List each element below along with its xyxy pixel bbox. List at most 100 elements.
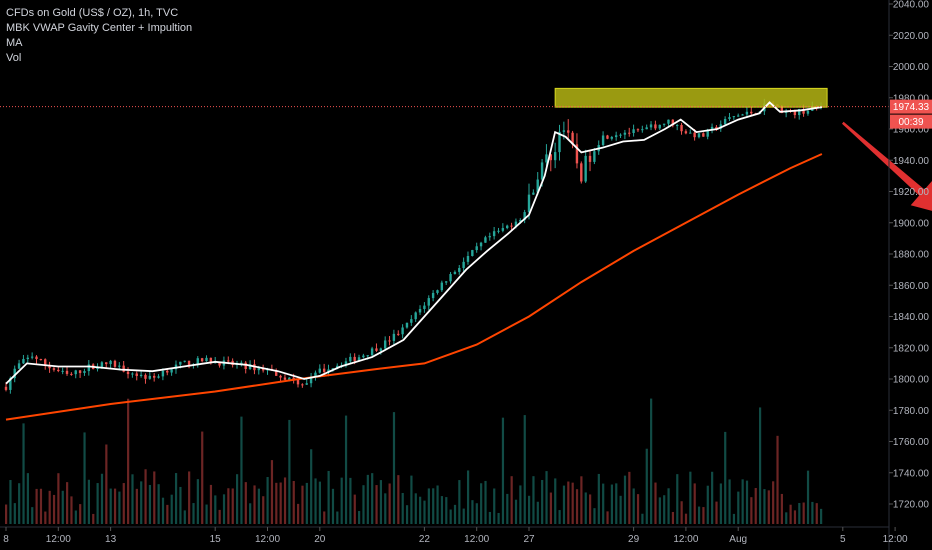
volume-bar — [798, 503, 801, 524]
volume-bar — [362, 485, 365, 524]
candle-body — [706, 129, 709, 137]
volume-bar — [610, 484, 614, 524]
candle-body — [636, 129, 640, 131]
candle-body — [436, 290, 439, 293]
candle-body — [196, 358, 199, 365]
candle-body — [745, 111, 749, 115]
candle-body — [645, 127, 648, 130]
candle-body — [501, 228, 505, 231]
volume-bar — [96, 483, 99, 524]
candle-body — [366, 355, 369, 357]
volume-bar — [222, 494, 226, 524]
volume-bar — [750, 497, 753, 524]
candle-body — [78, 370, 82, 373]
candle-body — [567, 130, 570, 133]
legend-ma-indicator[interactable]: MA — [6, 37, 23, 49]
x-tick-label: 8 — [3, 534, 9, 545]
candle-body — [410, 319, 413, 323]
volume-bar — [549, 492, 552, 524]
volume-bar — [785, 512, 788, 524]
volume-bar — [676, 474, 679, 524]
candle-body — [575, 144, 579, 164]
volume-bar — [22, 423, 25, 524]
volume-bar — [427, 488, 430, 524]
candle-body — [397, 333, 400, 335]
candle-body — [562, 130, 566, 132]
x-tick-label: 5 — [840, 534, 846, 545]
volume-bar — [113, 488, 117, 524]
volume-bar — [192, 503, 195, 524]
y-tick-label: 1740.00 — [893, 468, 930, 479]
candle-body — [87, 364, 91, 372]
volume-bar — [218, 509, 221, 524]
time-axis[interactable]: 8 12:00 13 15 12:00 20 22 12:00 27 29 12:00 Aug 5 12:… — [3, 527, 932, 545]
volume-bar — [79, 504, 82, 524]
candle-body — [131, 373, 134, 375]
volume-bar — [275, 482, 278, 524]
price-axis[interactable]: 1720.00 1740.00 1760.00 1780.00 1800.00 1820.… — [889, 0, 929, 511]
volume-bar — [397, 475, 400, 524]
volume-bar — [31, 507, 34, 524]
down-arrow-icon[interactable] — [842, 121, 932, 215]
volume-bar — [157, 484, 160, 524]
candle-body — [614, 135, 618, 138]
candle-body — [383, 340, 387, 349]
volume-bar — [61, 490, 64, 524]
volume-bar — [597, 473, 600, 524]
candle-body — [641, 129, 644, 131]
volume-bar — [497, 512, 500, 524]
legend-volume-indicator[interactable]: Vol — [6, 52, 22, 64]
candle-body — [449, 273, 452, 282]
volume-bar — [632, 488, 635, 524]
volume-bar — [776, 435, 779, 524]
candle-body — [152, 375, 156, 378]
volume-bar — [240, 416, 243, 524]
candle-body — [675, 125, 679, 127]
volume-bar — [366, 474, 369, 524]
volume-bar — [209, 484, 213, 524]
candle-body — [161, 370, 165, 377]
candle-body — [100, 362, 104, 368]
volume-bar — [658, 497, 661, 524]
candle-body — [109, 360, 112, 365]
candle-body — [205, 357, 208, 362]
volume-bar — [715, 501, 718, 524]
volume-bar — [153, 471, 156, 524]
candle-body — [728, 117, 731, 119]
volume-bar — [545, 471, 548, 524]
volume-bar — [87, 479, 91, 524]
volume-bar — [279, 482, 282, 524]
candle-body — [588, 155, 592, 162]
resistance-zone[interactable] — [554, 87, 828, 108]
candle-body — [571, 132, 574, 145]
legend-symbol[interactable]: CFDs on Gold (US$ / OZ), 1h, TVC — [6, 7, 179, 19]
x-tick-label: 29 — [628, 534, 640, 545]
volume-bar — [650, 398, 653, 524]
vwap-line[interactable] — [5, 101, 823, 385]
legend-vwap-indicator[interactable]: MBK VWAP Gavity Center + Impultion — [6, 22, 193, 34]
volume-bar — [562, 485, 566, 524]
x-tick-label: 15 — [210, 534, 222, 545]
candle-body — [244, 362, 247, 369]
volume-bar — [619, 495, 622, 524]
volume-bar — [401, 492, 404, 524]
candle-body — [423, 305, 426, 309]
volume-bar — [475, 503, 478, 524]
candle-body — [658, 124, 661, 129]
volume-bar — [131, 474, 134, 524]
candle-body — [536, 179, 539, 193]
volume-bar — [188, 471, 191, 524]
ma-line[interactable] — [5, 153, 823, 421]
candle-body — [519, 220, 522, 222]
volume-bar — [558, 510, 561, 524]
volume-bar — [453, 504, 457, 524]
candle-body — [61, 370, 64, 372]
countdown-label: 00:39 — [898, 117, 923, 128]
volume-bar — [423, 500, 426, 524]
candle-body — [48, 365, 51, 369]
candle-body — [135, 373, 138, 376]
candle-body — [466, 255, 470, 262]
volume-bar — [671, 511, 675, 524]
y-tick-label: 2020.00 — [893, 31, 930, 42]
